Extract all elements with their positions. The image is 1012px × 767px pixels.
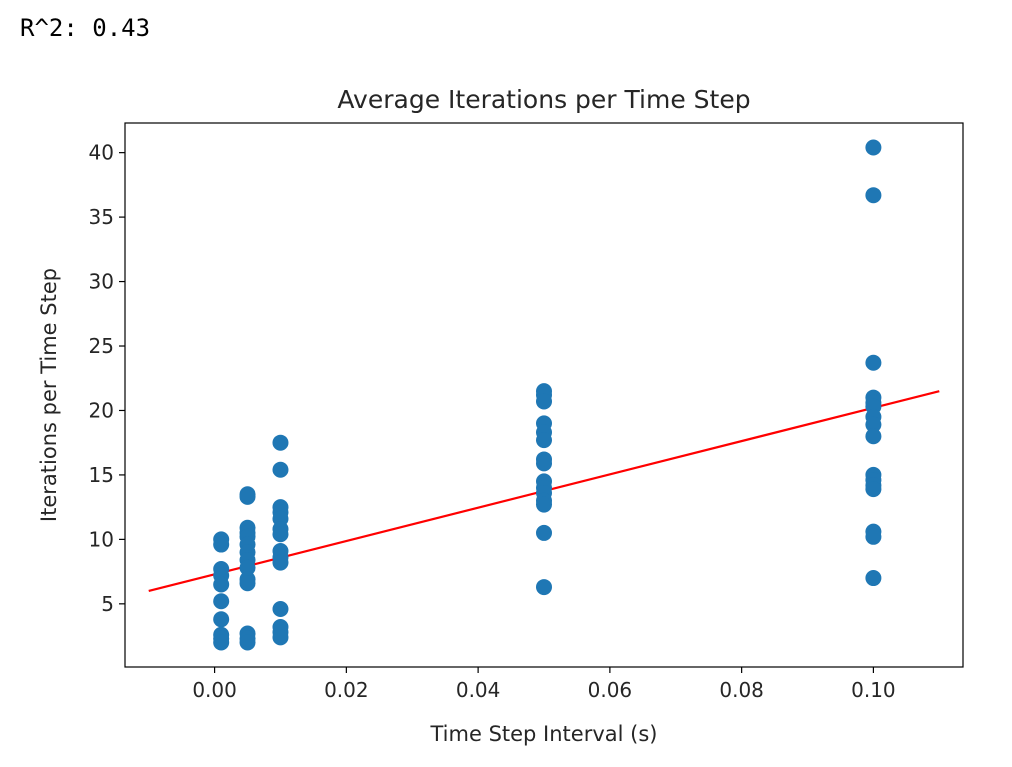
ticks-layer: 0.00 0.02 0.04 0.06 0.08 0.10 5 10 15 20 25 30 35 40 bbox=[89, 141, 896, 702]
y-tick-label: 20 bbox=[89, 398, 114, 422]
data-point bbox=[865, 528, 882, 545]
data-point bbox=[865, 187, 882, 204]
data-point bbox=[272, 600, 289, 617]
data-point bbox=[536, 455, 552, 472]
data-point bbox=[536, 579, 552, 596]
data-point bbox=[865, 570, 882, 587]
x-tick-label: 0.02 bbox=[324, 678, 369, 702]
data-point bbox=[865, 416, 882, 433]
x-tick-label: 0.10 bbox=[851, 678, 896, 702]
data-point bbox=[239, 634, 256, 651]
x-tick-label: 0.04 bbox=[456, 678, 501, 702]
data-point bbox=[865, 139, 882, 156]
x-tick-label: 0.00 bbox=[192, 678, 237, 702]
y-tick-label: 5 bbox=[101, 592, 114, 616]
data-point bbox=[239, 488, 256, 505]
data-point bbox=[536, 432, 552, 449]
data-point bbox=[865, 428, 882, 445]
y-tick-label: 15 bbox=[89, 463, 114, 487]
data-point bbox=[536, 496, 552, 513]
data-point bbox=[536, 393, 552, 410]
y-tick-label: 10 bbox=[89, 527, 114, 551]
data-point bbox=[239, 575, 256, 592]
data-point bbox=[213, 634, 230, 651]
data-point bbox=[272, 461, 289, 478]
y-tick-label: 30 bbox=[89, 270, 114, 294]
r-squared-readout: R^2: 0.43 bbox=[20, 14, 151, 42]
data-point bbox=[213, 576, 230, 593]
x-tick-label: 0.08 bbox=[719, 678, 764, 702]
y-tick-label: 25 bbox=[89, 334, 114, 358]
data-point bbox=[272, 526, 289, 543]
y-tick-label: 40 bbox=[89, 141, 114, 165]
x-tick-label: 0.06 bbox=[588, 678, 633, 702]
data-point bbox=[239, 559, 256, 576]
data-point bbox=[272, 554, 289, 571]
data-point bbox=[865, 481, 882, 498]
data-point bbox=[536, 524, 552, 541]
plot-frame bbox=[124, 122, 964, 668]
x-axis-label: Time Step Interval (s) bbox=[430, 722, 658, 746]
data-points bbox=[213, 139, 882, 651]
data-point bbox=[272, 434, 289, 451]
chart-title: Average Iterations per Time Step bbox=[337, 85, 750, 114]
y-tick-label: 35 bbox=[89, 205, 114, 229]
data-point bbox=[865, 354, 882, 371]
data-point bbox=[272, 629, 289, 646]
data-point bbox=[213, 536, 230, 553]
y-axis-label: Iterations per Time Step bbox=[37, 268, 61, 522]
data-point bbox=[213, 593, 230, 610]
data-point bbox=[213, 611, 230, 628]
